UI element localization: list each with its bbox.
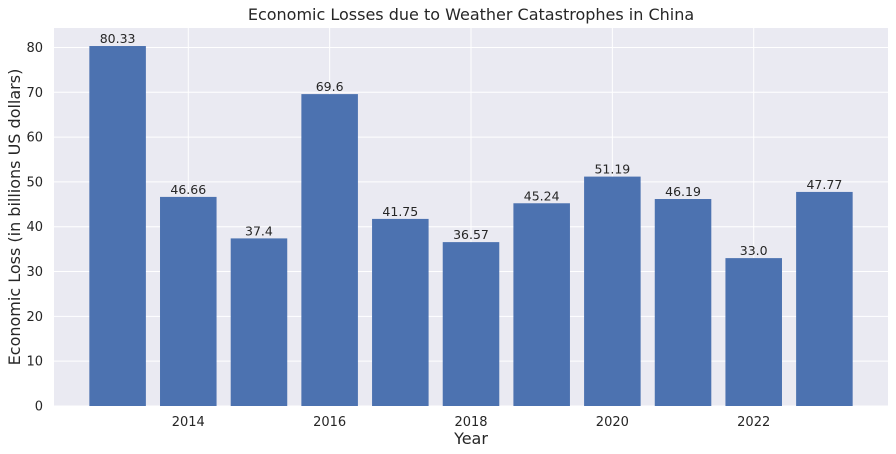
bar [584, 176, 641, 406]
bar-value-label: 46.19 [665, 184, 701, 199]
y-tick-label: 70 [26, 86, 43, 101]
bar-value-label: 36.57 [453, 227, 489, 242]
bar [654, 199, 712, 406]
bar-value-label: 80.33 [100, 31, 136, 46]
bar-value-label: 41.75 [382, 204, 418, 219]
bar [230, 238, 288, 406]
y-tick-label: 20 [26, 310, 43, 325]
y-axis-label: Economic Loss (in billions US dollars) [5, 69, 24, 366]
bar-value-label: 51.19 [594, 162, 630, 177]
y-tick-label: 30 [26, 265, 43, 280]
y-tick-label: 40 [26, 220, 43, 235]
x-axis-label: Year [453, 429, 488, 448]
bar-value-label: 47.77 [806, 177, 842, 192]
x-tick-label: 2020 [596, 415, 629, 430]
bar-value-label: 46.66 [170, 182, 206, 197]
bar [796, 191, 853, 406]
bar [160, 196, 217, 406]
y-tick-label: 50 [26, 175, 43, 190]
bars [89, 46, 853, 407]
bar [372, 218, 429, 406]
x-tick-labels: 2014 2016 2018 2020 2022 [172, 415, 771, 430]
bar-value-label: 37.4 [245, 223, 273, 238]
bar [442, 242, 500, 406]
bar-value-labels: 80.33 46.66 37.4 69.6 41.75 36.57 45.24 51.19 46… [100, 31, 843, 258]
bar [301, 94, 358, 407]
bar-value-label: 69.6 [316, 79, 344, 94]
x-tick-label: 2022 [737, 415, 770, 430]
x-tick-label: 2014 [172, 415, 205, 430]
bar [725, 258, 782, 406]
y-tick-label: 60 [26, 131, 43, 146]
x-tick-label: 2016 [313, 415, 346, 430]
chart-title: Economic Losses due to Weather Catastrop… [248, 5, 694, 24]
y-tick-labels: 0 10 20 30 40 50 60 70 80 [26, 41, 43, 415]
y-tick-label: 0 [35, 400, 43, 415]
y-tick-label: 10 [26, 355, 43, 370]
bar-value-label: 33.0 [740, 243, 768, 258]
bar-value-label: 45.24 [524, 188, 560, 203]
y-tick-label: 80 [26, 41, 43, 56]
x-tick-label: 2018 [454, 415, 487, 430]
bar [89, 46, 146, 406]
bar [513, 203, 570, 406]
